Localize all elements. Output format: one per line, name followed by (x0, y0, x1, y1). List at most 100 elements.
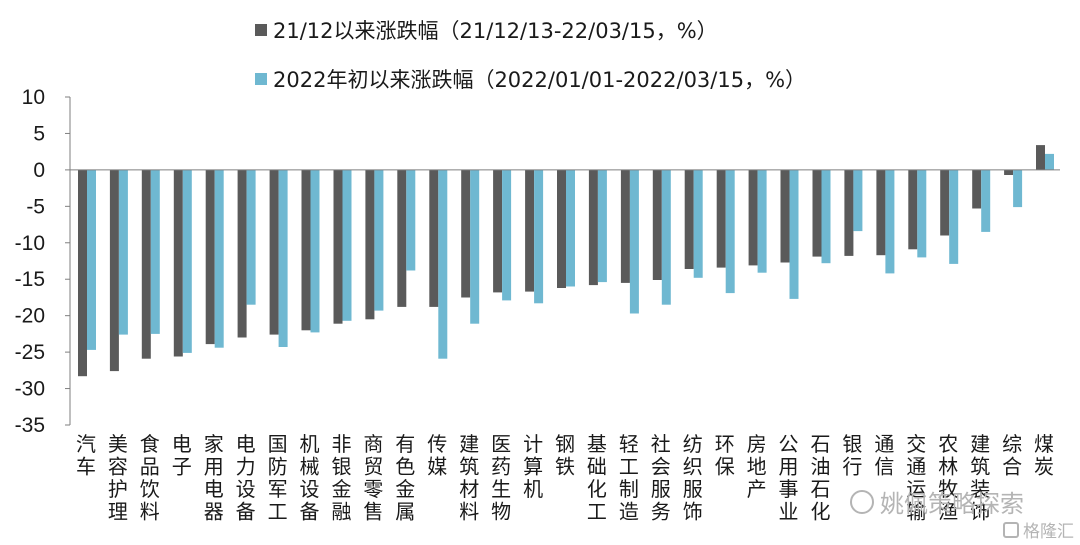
legend-label-series-1: 21/12以来涨跌幅（21/12/13-22/03/15，%） (273, 19, 718, 43)
y-tick-label: -10 (15, 232, 45, 255)
category-label: 电力设备 (236, 432, 256, 524)
bar-series-2-17 (629, 169, 639, 314)
bar-series-1-20 (716, 169, 726, 268)
category-label: 房地产 (747, 432, 767, 501)
bar-series-2-0 (87, 169, 96, 350)
bar-series-1-23 (812, 169, 822, 257)
category-label: 煤炭 (1034, 432, 1054, 479)
category-label: 建筑材料 (459, 432, 479, 524)
bar-series-2-30 (1045, 153, 1054, 170)
category-label: 传媒 (427, 432, 447, 479)
bar-series-1-27 (940, 169, 950, 236)
watermark-account: 姚佩策略探索 (850, 484, 1024, 519)
bar-series-2-19 (693, 169, 703, 278)
bar-series-2-15 (566, 169, 575, 287)
bar-series-1-2 (141, 169, 151, 359)
y-tick-label: -15 (15, 268, 45, 291)
category-label: 有色金属 (395, 432, 415, 524)
bar-series-2-11 (438, 169, 448, 359)
bar-series-1-29 (1004, 169, 1014, 175)
bar-series-1-26 (908, 169, 918, 250)
bar-series-1-14 (525, 169, 535, 292)
category-label: 食品饮料 (140, 432, 160, 524)
bar-series-1-18 (652, 169, 662, 280)
bar-series-2-1 (118, 169, 128, 335)
bar-series-2-25 (885, 169, 895, 274)
legend-item-series-2: 2022年初以来涨跌幅（2022/01/01-2022/03/15，%） (255, 64, 806, 94)
bar-series-1-16 (588, 169, 598, 286)
category-label: 公用事业 (779, 432, 799, 524)
bar-series-2-5 (246, 169, 256, 305)
category-label: 环保 (715, 432, 735, 479)
bar-series-1-21 (748, 169, 758, 266)
bar-series-2-16 (597, 169, 607, 283)
bar-series-2-23 (821, 169, 831, 264)
bar-series-1-3 (173, 169, 183, 357)
bar-series-2-7 (310, 169, 320, 333)
bar-series-2-12 (470, 169, 480, 324)
bar-series-1-7 (301, 169, 311, 331)
bar-series-2-20 (725, 169, 735, 294)
legend-item-series-1: 21/12以来涨跌幅（21/12/13-22/03/15，%） (255, 15, 718, 45)
category-label: 钢铁 (555, 432, 575, 479)
category-label: 医药生物 (491, 432, 511, 524)
category-label: 石油石化 (811, 432, 831, 524)
watermark-text: 姚佩策略探索 (880, 490, 1024, 518)
category-label: 建筑装饰 (970, 432, 990, 524)
bar-series-1-28 (972, 169, 982, 209)
category-label: 美容护理 (108, 432, 128, 524)
bar-series-1-9 (365, 169, 375, 320)
bar-series-2-26 (917, 169, 927, 258)
category-label: 家用电器 (204, 432, 224, 524)
bar-series-1-10 (397, 169, 407, 307)
bar-series-2-8 (342, 169, 352, 321)
category-label: 银行 (842, 432, 862, 479)
y-tick-label: -35 (15, 414, 45, 437)
y-tick-label: -25 (15, 341, 45, 364)
y-tick-label: 0 (33, 159, 45, 182)
category-labels: 汽车美容护理食品饮料电子家用电器电力设备国防军工机械设备非银金融商贸零售有色金属… (76, 432, 1054, 524)
category-label: 交通运输 (906, 432, 926, 524)
bar-series-2-18 (661, 169, 671, 305)
category-label: 商贸零售 (363, 432, 383, 524)
bar-series-1-22 (780, 169, 790, 263)
bar-series-1-8 (333, 169, 343, 324)
bar-series-1-12 (461, 169, 471, 298)
bar-series-2-22 (789, 169, 799, 299)
bar-series-2-4 (214, 169, 224, 348)
bar-series-2-2 (150, 169, 160, 334)
category-label: 计算机 (523, 432, 543, 501)
y-tick-label: -20 (15, 305, 45, 328)
y-tick-label: -30 (15, 378, 45, 401)
bar-series-2-24 (853, 169, 863, 232)
bar-series-2-6 (278, 169, 288, 347)
bar-series-1-25 (876, 169, 886, 256)
bar-series-1-4 (205, 169, 215, 345)
category-label: 社会服务 (651, 432, 671, 524)
bar-series-1-13 (493, 169, 503, 293)
category-label: 通信 (874, 432, 894, 479)
bar-series-1-5 (237, 169, 247, 338)
watermark-brand: 格隆汇 (1003, 517, 1074, 542)
brand-logo-icon (1003, 521, 1019, 538)
bar-series-1-1 (109, 169, 119, 372)
y-tick-label: -5 (26, 195, 45, 218)
bar-series-1-11 (429, 169, 439, 307)
y-axis: 10 5 0 -5 -10 -15 -20 -25 -30 -35 (15, 86, 71, 437)
bar-series-2-21 (757, 169, 767, 273)
bar-series-2-13 (502, 169, 512, 301)
category-label: 非银金融 (332, 432, 352, 524)
y-tick-label: 5 (33, 122, 45, 145)
bar-series-2-14 (534, 169, 544, 304)
legend-label-series-2: 2022年初以来涨跌幅（2022/01/01-2022/03/15，%） (273, 68, 807, 92)
bar-series-2-27 (949, 169, 959, 264)
bar-series-2-9 (374, 169, 384, 311)
bar-series-2-3 (182, 169, 192, 353)
category-label: 电子 (172, 432, 192, 479)
wechat-icon (850, 489, 874, 514)
category-label: 汽车 (76, 432, 96, 479)
bar-series-1-30 (1036, 145, 1045, 170)
legend-swatch-series-2 (255, 73, 267, 85)
category-label: 农林牧渔 (938, 432, 958, 524)
